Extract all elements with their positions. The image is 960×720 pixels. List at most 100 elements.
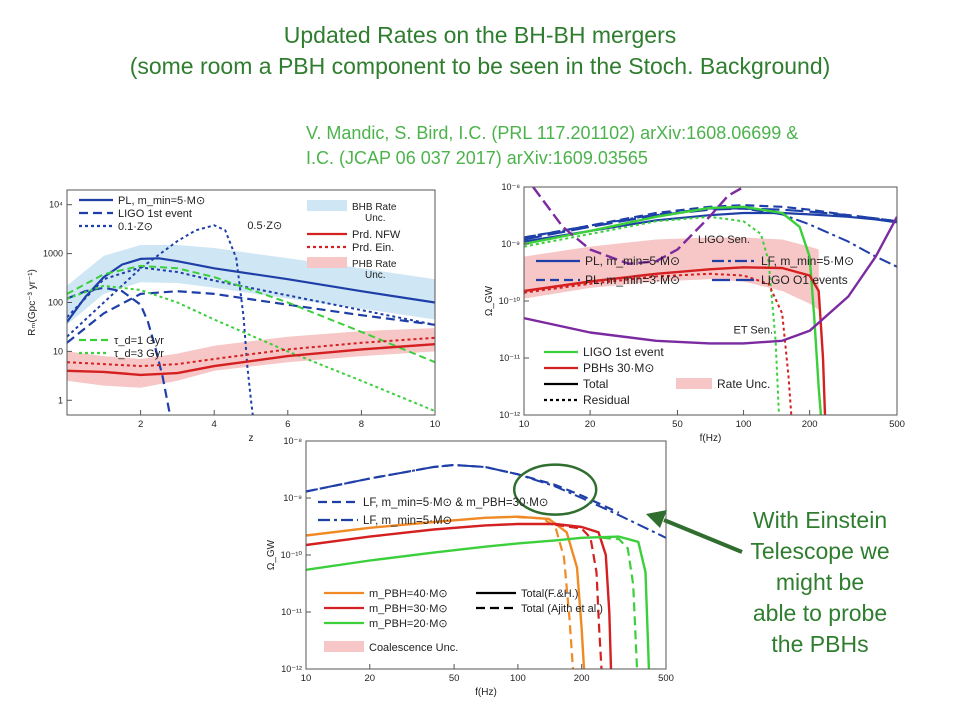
legend-coalescence-unc-swatch bbox=[324, 641, 364, 652]
legend-m-pbh-30-m-label: m_PBH=30·M⊙ bbox=[369, 603, 448, 615]
legend-bhb-rate-label: BHB Rate bbox=[352, 202, 397, 213]
legend-phb-rate-swatch bbox=[307, 257, 347, 268]
legend-ligo-o1-events-label: LIGO O1 events bbox=[761, 273, 848, 287]
callout-line: Telescope we bbox=[750, 538, 890, 564]
x-axis-label: f(Hz) bbox=[475, 687, 497, 698]
legend-pbhs-30-m-label: PBHs 30·M⊙ bbox=[583, 361, 654, 375]
legend-total-ajith-et-al-label: Total (Ajith et al.) bbox=[521, 603, 603, 615]
y-axis-label: Ω_GW bbox=[484, 285, 495, 316]
series-ligo-1st-event bbox=[67, 290, 435, 344]
series-ligo-1st-event bbox=[67, 286, 172, 415]
legend-phb-rate-label: PHB Rate bbox=[352, 259, 397, 270]
series-et-sen bbox=[524, 216, 897, 345]
slide-title-line2: (some room a PBH component to be seen in… bbox=[129, 53, 831, 79]
y-tick-label: 10⁴ bbox=[49, 200, 63, 210]
callout-line: the PBHs bbox=[771, 631, 869, 657]
plot-area bbox=[306, 463, 666, 669]
y-tick-label: 10⁻¹² bbox=[499, 410, 520, 420]
legend-lf-m-min-5-m-m-pbh-30-m-label: LF, m_min=5·M⊙ & m_PBH=30·M⊙ bbox=[363, 497, 548, 509]
x-tick-label: 6 bbox=[285, 419, 290, 430]
series-lf-m-min-5-m bbox=[306, 464, 666, 539]
legend-bhb-rate-label2: Unc. bbox=[365, 213, 386, 224]
x-tick-label: 20 bbox=[585, 419, 596, 430]
x-tick-label: 500 bbox=[889, 419, 905, 430]
x-tick-label: 10 bbox=[519, 419, 530, 430]
y-tick-label: 10⁻⁸ bbox=[501, 182, 520, 192]
series-ligo-sen bbox=[532, 187, 745, 265]
chart-rate: 2 4 6 8 10 1 10 100 1000 10⁴ z Rₘ(Gpc⁻³ yr⁻¹) 0.5·Z⊙… bbox=[27, 189, 441, 444]
legend-d-1-gyr-label: τ_d=1 Gyr bbox=[114, 335, 164, 347]
legend-pl-m-min-5-m-label: PL, m_min=5·M⊙ bbox=[118, 195, 205, 207]
series-prd-nfw bbox=[67, 343, 435, 377]
callout-arrow-shaft bbox=[663, 518, 743, 554]
einstein-telescope-callout: With Einstein Telescope we might be able… bbox=[700, 505, 940, 660]
reference-line2: I.C. (JCAP 06 037 2017) arXiv:1609.03565 bbox=[306, 148, 648, 168]
y-tick-label: 1 bbox=[58, 395, 63, 405]
series-m-pbh-30-m bbox=[306, 522, 613, 669]
legend-lf-m-min-5-m-label: LF, m_min=5·M⊙ bbox=[363, 515, 452, 527]
callout-line: might be bbox=[775, 569, 865, 595]
legend-d-3-gyr-label: τ_d=3 Gyr bbox=[114, 348, 164, 360]
y-axis-label: Rₘ(Gpc⁻³ yr⁻¹) bbox=[27, 269, 38, 336]
legend-total-f-h-label: Total(F.&H.) bbox=[521, 588, 578, 600]
legend-phb-rate-label2: Unc. bbox=[365, 270, 386, 281]
y-tick-label: 1000 bbox=[43, 249, 63, 259]
series-pl-m-min-5-m bbox=[67, 257, 435, 323]
series-ligo-1st-event bbox=[524, 205, 823, 415]
series-d-1-gyr bbox=[67, 264, 435, 364]
legend-0-1-z-label: 0.1·Z⊙ bbox=[118, 221, 153, 233]
legend-rate-unc-label: Rate Unc. bbox=[717, 377, 770, 391]
series-m-pbh-40-m-ajith bbox=[517, 516, 575, 669]
legend-prd-nfw-label: Prd. NFW bbox=[352, 229, 401, 241]
plot-frame bbox=[305, 440, 667, 670]
legend-ligo-1st-event-label: LIGO 1st event bbox=[118, 208, 192, 220]
series-m-pbh-20-m bbox=[306, 535, 651, 669]
slide-title-line1: Updated Rates on the BH-BH mergers bbox=[283, 22, 677, 48]
legend-prd-ein-label: Prd. Ein. bbox=[352, 242, 394, 254]
x-tick-label: 500 bbox=[658, 673, 674, 684]
y-axis-label: Ω_GW bbox=[266, 539, 277, 570]
legend-bhb-rate-swatch bbox=[307, 200, 347, 211]
x-tick-label: 100 bbox=[510, 673, 526, 684]
callout-line: With Einstein bbox=[752, 507, 888, 533]
plot-area bbox=[67, 224, 435, 415]
y-tick-label: 100 bbox=[48, 298, 63, 308]
x-tick-label: 2 bbox=[138, 419, 143, 430]
x-tick-label: 8 bbox=[359, 419, 364, 430]
x-tick-label: 200 bbox=[574, 673, 590, 684]
series-prd-ein bbox=[67, 336, 435, 368]
y-tick-label: 10⁻⁹ bbox=[283, 493, 302, 503]
x-axis-label: f(Hz) bbox=[700, 433, 722, 444]
callout-line: able to probe bbox=[752, 600, 888, 626]
series-d-3-gyr bbox=[67, 284, 435, 413]
series-m-pbh-20-m-ajith bbox=[602, 536, 639, 669]
x-tick-label: 10 bbox=[301, 673, 312, 684]
y-tick-label: 10⁻¹² bbox=[281, 664, 302, 674]
y-tick-label: 10⁻⁹ bbox=[501, 239, 520, 249]
reference-line1: V. Mandic, S. Bird, I.C. (PRL 117.201102… bbox=[306, 123, 799, 143]
callout-arrow bbox=[646, 510, 743, 554]
legend-rate-unc-swatch bbox=[676, 378, 712, 389]
legend-pl-m-min-3-m-label: PL, m_min=3·M⊙ bbox=[585, 273, 680, 287]
series-ligo-1st-event-residual bbox=[524, 215, 780, 415]
x-tick-label: 4 bbox=[212, 419, 217, 430]
y-tick-label: 10 bbox=[53, 346, 63, 356]
legend-pl-m-min-5-m-label: PL, m_min=5·M⊙ bbox=[585, 254, 680, 268]
y-tick-label: 10⁻¹¹ bbox=[499, 353, 520, 363]
annotation-et-sen: ET Sen. bbox=[733, 324, 773, 336]
x-tick-label: 100 bbox=[736, 419, 752, 430]
series-pbhs-30-m bbox=[524, 266, 827, 415]
legend-ligo-1st-event-label: LIGO 1st event bbox=[583, 345, 664, 359]
chart-et: 10 20 50 100 200 500 10⁻¹² 10⁻¹¹ 10⁻¹⁰ 10⁻⁹ 10⁻⁸ f(… bbox=[266, 436, 674, 698]
annotation-0-5-z: 0.5·Z⊙ bbox=[247, 220, 282, 232]
annotation-ligo-sen: LIGO Sen. bbox=[698, 234, 750, 246]
legend-lf-m-min-5-m-label: LF, m_min=5·M⊙ bbox=[761, 254, 854, 268]
x-tick-label: 10 bbox=[430, 419, 441, 430]
callout-arrow-head bbox=[646, 510, 667, 528]
x-tick-label: 20 bbox=[364, 673, 375, 684]
series-m-pbh-30-m-ajith bbox=[555, 523, 603, 669]
legend-total-label: Total bbox=[583, 377, 608, 391]
band-bhb-rate-unc bbox=[67, 245, 435, 325]
x-tick-label: 200 bbox=[802, 419, 818, 430]
